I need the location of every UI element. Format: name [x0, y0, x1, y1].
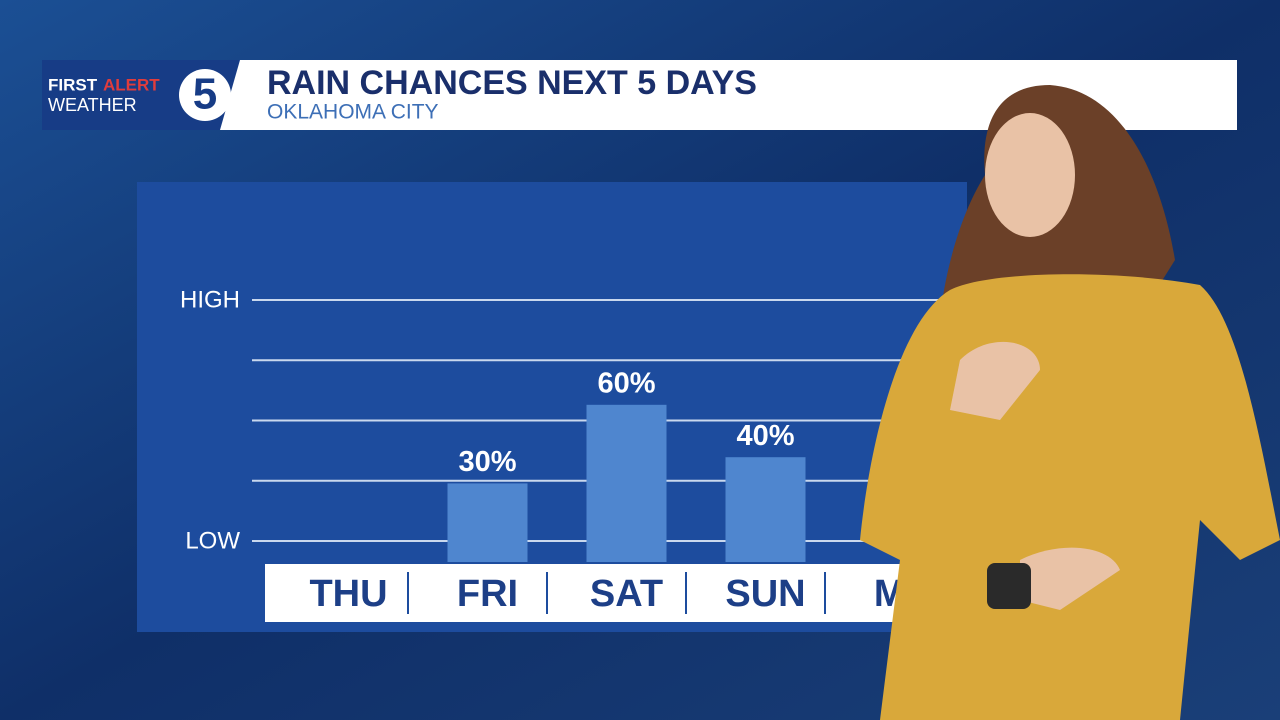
- chart-title: RAIN CHANCES NEXT 5 DAYS: [267, 64, 757, 102]
- y-tick-label: LOW: [185, 527, 240, 554]
- chart-panel: [137, 182, 967, 632]
- value-label: 30%: [458, 446, 516, 478]
- logo-alert: ALERT: [103, 75, 160, 94]
- chart-subtitle: OKLAHOMA CITY: [267, 101, 439, 124]
- x-tick-label: SUN: [725, 573, 805, 615]
- value-label: 40%: [736, 420, 794, 452]
- x-tick-label: SAT: [590, 573, 663, 615]
- bar: [725, 457, 806, 562]
- bar: [447, 483, 528, 562]
- logo-badge: [179, 69, 231, 121]
- x-tick-label: THU: [309, 573, 387, 615]
- y-tick-label: HIGH: [180, 286, 240, 313]
- logo-number: 5: [193, 70, 217, 119]
- logo-first: FIRST: [48, 75, 98, 94]
- category-strip: [265, 564, 965, 622]
- logo-weather: WEATHER: [48, 95, 137, 115]
- presenter: [860, 85, 1280, 720]
- value-label: 60%: [597, 367, 655, 399]
- header-bar: [220, 60, 1237, 130]
- bar: [586, 404, 667, 562]
- x-tick-label: FRI: [457, 573, 518, 615]
